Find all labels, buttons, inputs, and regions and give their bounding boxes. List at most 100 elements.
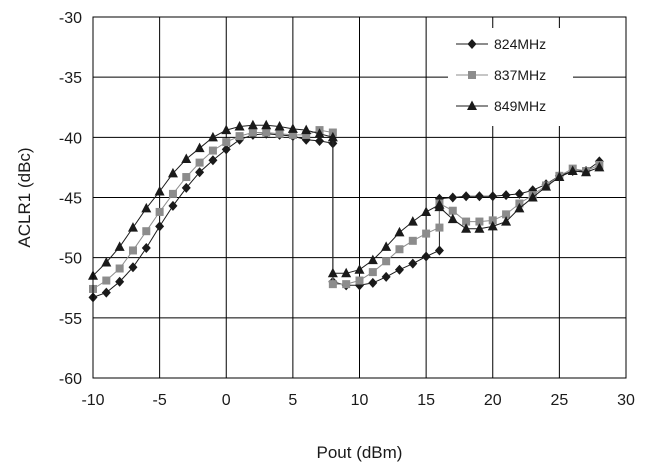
x-tick-label: 10 — [351, 392, 369, 409]
data-point — [327, 267, 338, 278]
data-point — [142, 227, 151, 236]
legend-label: 824MHz — [494, 36, 546, 52]
data-point — [315, 135, 325, 146]
data-point — [381, 241, 392, 251]
data-point — [101, 287, 111, 298]
data-point — [247, 119, 258, 130]
data-point — [367, 254, 378, 265]
data-point — [501, 216, 512, 226]
legend-label: 837MHz — [494, 67, 546, 83]
plot-area-frame — [92, 16, 627, 379]
data-point — [355, 276, 364, 285]
data-point — [261, 119, 272, 130]
data-point — [182, 173, 191, 182]
y-tick-label: -30 — [59, 10, 82, 27]
legend-marker-icon — [467, 100, 477, 110]
data-point — [462, 217, 471, 226]
data-point — [127, 222, 138, 232]
data-point — [301, 124, 312, 135]
x-tick-label: -5 — [153, 392, 167, 409]
tick-labels: -10 -5 0 5 10 15 20 25 30-30-35-40-45-50-55-60 — [59, 10, 635, 409]
y-axis-title: ACLR1 (dBc) — [15, 147, 34, 247]
data-point — [514, 188, 524, 199]
data-point — [302, 130, 311, 139]
data-point — [114, 241, 125, 251]
data-point — [168, 189, 177, 198]
y-tick-label: -60 — [59, 371, 82, 388]
data-point — [354, 264, 365, 274]
data-point — [381, 271, 391, 282]
x-tick-label: 15 — [417, 392, 435, 409]
y-tick-label: -55 — [59, 311, 82, 328]
data-point — [461, 223, 472, 233]
data-point — [368, 277, 378, 288]
data-point — [141, 202, 152, 213]
x-tick-label: -10 — [81, 392, 104, 409]
data-point — [447, 213, 458, 224]
data-point — [234, 121, 245, 131]
data-point — [208, 155, 218, 166]
data-point — [208, 146, 217, 155]
data-point — [435, 223, 444, 232]
data-point — [248, 128, 257, 137]
data-point — [541, 181, 552, 191]
y-tick-label: -35 — [59, 70, 82, 87]
data-point — [101, 256, 112, 267]
data-point — [421, 206, 432, 216]
data-point — [474, 223, 485, 233]
legend-item: 837MHz — [456, 67, 546, 83]
legend-item: 824MHz — [456, 36, 546, 52]
data-point — [368, 268, 377, 277]
data-point — [167, 167, 178, 178]
data-point — [221, 144, 231, 155]
data-point — [527, 192, 538, 202]
data-point — [382, 257, 391, 266]
data-point — [115, 264, 124, 273]
data-point — [207, 131, 218, 142]
x-tick-label: 30 — [617, 392, 635, 409]
legend-marker-icon — [467, 39, 477, 49]
data-point — [221, 124, 232, 135]
data-point — [408, 258, 418, 269]
data-point — [168, 200, 178, 211]
x-tick-label: 0 — [222, 392, 231, 409]
data-point — [102, 276, 111, 285]
data-point — [128, 262, 138, 273]
data-point — [341, 267, 352, 278]
data-point — [275, 129, 284, 138]
data-point — [394, 226, 405, 237]
data-point — [288, 130, 297, 139]
x-tick-label: 25 — [550, 392, 568, 409]
data-point — [474, 191, 484, 202]
data-point — [421, 251, 431, 262]
data-point — [328, 280, 337, 289]
x-tick-label: 20 — [484, 392, 502, 409]
series-group — [88, 119, 605, 303]
data-point — [554, 171, 565, 182]
data-point — [287, 123, 298, 133]
data-point — [581, 166, 592, 177]
data-point — [128, 246, 137, 255]
y-tick-label: -50 — [59, 251, 82, 268]
data-point — [115, 276, 125, 287]
legend-item: 849MHz — [456, 98, 546, 114]
data-point — [502, 210, 511, 219]
data-point — [501, 190, 511, 201]
data-point — [408, 236, 417, 245]
data-point — [514, 202, 525, 213]
data-point — [262, 128, 271, 137]
data-point — [567, 165, 578, 176]
x-tick-label: 5 — [288, 392, 297, 409]
data-point — [141, 243, 151, 254]
x-axis-title: Pout (dBm) — [317, 443, 403, 462]
data-point — [422, 229, 431, 238]
data-point — [395, 245, 404, 254]
data-point — [594, 161, 605, 172]
data-point — [181, 153, 192, 163]
data-point — [235, 132, 244, 141]
data-point — [487, 220, 498, 231]
data-point — [195, 158, 204, 167]
data-point — [488, 216, 497, 225]
data-point — [448, 192, 458, 203]
